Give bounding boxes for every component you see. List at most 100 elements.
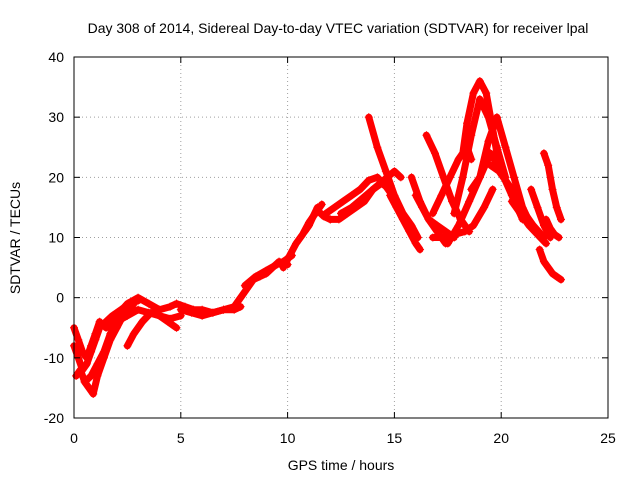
chart-title: Day 308 of 2014, Sidereal Day-to-day VTE… xyxy=(88,20,589,36)
series-track-07 xyxy=(123,308,181,350)
data-point-marker xyxy=(542,215,551,224)
data-point-marker xyxy=(430,149,439,158)
series-track-30 xyxy=(507,197,551,248)
data-point-marker xyxy=(236,293,245,302)
data-point-marker xyxy=(102,323,111,332)
data-point-marker xyxy=(405,227,414,236)
y-tick-label: 30 xyxy=(48,109,64,125)
data-point-marker xyxy=(208,308,217,317)
data-point-marker xyxy=(300,227,309,236)
x-axis-label: GPS time / hours xyxy=(288,457,395,473)
data-point-marker xyxy=(373,143,382,152)
x-tick-label: 20 xyxy=(493,430,509,446)
series-track-33 xyxy=(539,149,566,224)
data-point-marker xyxy=(544,161,553,170)
data-point-marker xyxy=(87,371,96,380)
data-point-marker xyxy=(309,212,318,221)
data-point-marker xyxy=(91,329,100,338)
series-track-17 xyxy=(337,167,405,218)
data-point-marker xyxy=(527,185,536,194)
data-point-marker xyxy=(454,155,463,164)
data-point-marker xyxy=(418,203,427,212)
data-point-marker xyxy=(486,161,495,170)
y-tick-label: -10 xyxy=(44,350,64,366)
data-point-marker xyxy=(475,95,484,104)
series-line xyxy=(102,294,180,332)
data-point-marker xyxy=(134,293,143,302)
data-point-marker xyxy=(187,308,196,317)
x-tick-label: 15 xyxy=(387,430,403,446)
data-point-marker xyxy=(557,215,566,224)
data-point-marker xyxy=(89,389,98,398)
data-point-marker xyxy=(381,167,390,176)
series-track-05 xyxy=(102,293,181,332)
data-point-marker xyxy=(507,197,516,206)
data-point-marker xyxy=(358,194,367,203)
data-point-marker xyxy=(373,173,382,182)
data-point-marker xyxy=(482,89,491,98)
data-point-marker xyxy=(539,257,548,266)
data-point-marker xyxy=(510,173,519,182)
data-point-marker xyxy=(501,143,510,152)
data-point-marker xyxy=(78,347,87,356)
data-point-marker xyxy=(172,299,181,308)
data-point-marker xyxy=(138,317,147,326)
data-point-marker xyxy=(552,272,561,281)
data-point-marker xyxy=(484,137,493,146)
data-point-marker xyxy=(390,167,399,176)
data-point-marker xyxy=(285,251,294,260)
y-tick-label: 0 xyxy=(56,290,64,306)
data-point-marker xyxy=(542,239,551,248)
data-point-marker xyxy=(469,89,478,98)
data-point-marker xyxy=(322,209,331,218)
data-point-marker xyxy=(230,302,239,311)
data-point-marker xyxy=(396,173,405,182)
data-point-marker xyxy=(458,149,467,158)
data-point-marker xyxy=(87,341,96,350)
data-point-marker xyxy=(74,335,83,344)
data-point-marker xyxy=(292,239,301,248)
data-point-marker xyxy=(304,221,313,230)
x-tick-label: 25 xyxy=(600,430,616,446)
gridlines xyxy=(74,57,608,418)
y-tick-label: 40 xyxy=(48,49,64,65)
data-point-marker xyxy=(554,233,563,242)
data-point-marker xyxy=(172,323,181,332)
data-point-marker xyxy=(398,215,407,224)
data-point-marker xyxy=(411,191,420,200)
data-point-marker xyxy=(198,311,207,320)
data-point-marker xyxy=(460,227,469,236)
data-point-marker xyxy=(475,77,484,86)
data-point-marker xyxy=(422,131,431,140)
data-point-marker xyxy=(347,191,356,200)
x-tick-label: 5 xyxy=(177,430,185,446)
data-point-marker xyxy=(279,263,288,272)
data-point-marker xyxy=(347,203,356,212)
data-point-marker xyxy=(146,308,155,317)
data-point-marker xyxy=(93,359,102,368)
data-point-marker xyxy=(544,263,553,272)
data-point-marker xyxy=(386,191,395,200)
data-point-marker xyxy=(251,272,260,281)
data-point-marker xyxy=(163,317,172,326)
data-point-marker xyxy=(533,230,542,239)
series-line xyxy=(527,185,554,241)
data-point-marker xyxy=(428,233,437,242)
data-point-marker xyxy=(369,185,378,194)
data-point-marker xyxy=(524,221,533,230)
series-track-34 xyxy=(542,215,563,242)
x-tick-label: 10 xyxy=(280,430,296,446)
data-point-marker xyxy=(535,245,544,254)
data-point-marker xyxy=(552,203,561,212)
data-point-marker xyxy=(516,209,525,218)
series-line xyxy=(412,191,458,241)
data-point-marker xyxy=(416,245,425,254)
tick-labels: 0 5 10 15 20 25 -20 -10 0 10 20 30 40 xyxy=(44,49,616,446)
data-point-marker xyxy=(467,185,476,194)
y-tick-label: 20 xyxy=(48,169,64,185)
data-point-marker xyxy=(272,260,281,269)
data-point-marker xyxy=(262,266,271,275)
data-point-marker xyxy=(458,173,467,182)
data-point-marker xyxy=(392,203,401,212)
data-point-marker xyxy=(445,173,454,182)
